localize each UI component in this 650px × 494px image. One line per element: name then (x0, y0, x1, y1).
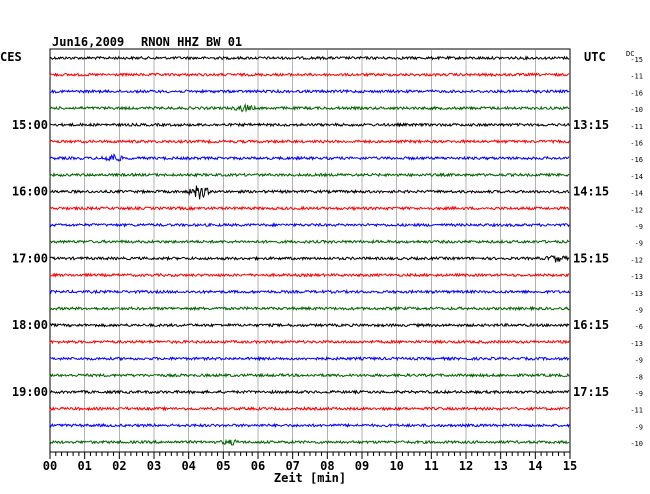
left-time-label: 17:00 (12, 251, 48, 265)
right-time-label: 17:15 (573, 385, 609, 399)
trace-20 (49, 389, 570, 395)
right-zone-label: UTC (584, 50, 606, 64)
dc-offset-label: -9 (635, 307, 643, 315)
dc-offset-label: -9 (635, 240, 643, 248)
trace-5 (49, 138, 570, 145)
x-tick-label: 04 (181, 459, 195, 473)
trace-10 (49, 222, 570, 228)
time-labels: 15:00 16:00 17:00 18:00 19:00 13:15 14:15 15:15… (12, 118, 609, 399)
right-time-label: 15:15 (573, 251, 609, 265)
dc-offset-label: -10 (630, 106, 643, 114)
trace-15 (49, 305, 570, 312)
dc-offset-label: -12 (630, 206, 643, 214)
trace-9 (49, 205, 570, 212)
dc-offset-label: -9 (635, 390, 643, 398)
dc-offset-label: -14 (630, 190, 643, 198)
x-tick-label: 03 (147, 459, 161, 473)
x-tick-label: 14 (528, 459, 542, 473)
trace-11 (49, 238, 570, 245)
trace-6 (49, 152, 570, 162)
dc-offset-label: -16 (630, 89, 643, 97)
trace-18 (49, 355, 570, 362)
left-time-label: 16:00 (12, 185, 48, 199)
left-zone-label: CES (0, 50, 22, 64)
trace-1 (49, 72, 570, 78)
x-axis-title: Zeit [min] (274, 471, 346, 485)
x-tick-label: 10 (389, 459, 403, 473)
x-tick-label: 07 (285, 459, 299, 473)
dc-offset-label: -11 (630, 123, 643, 131)
trace-17 (49, 339, 570, 345)
x-tick-label: 06 (251, 459, 265, 473)
dc-offset-label: -15 (630, 56, 643, 64)
trace-22 (49, 422, 570, 429)
dc-offset-label: -13 (630, 340, 643, 348)
dc-offset-label: -16 (630, 156, 643, 164)
x-tick-label: 08 (320, 459, 334, 473)
dc-offset-label: -9 (635, 423, 643, 431)
dc-offset-label: -9 (635, 223, 643, 231)
trace-23 (49, 438, 570, 446)
dc-offset-label: -13 (630, 273, 643, 281)
trace-21 (49, 405, 570, 412)
left-time-label: 18:00 (12, 318, 48, 332)
trace-16 (49, 322, 570, 328)
trace-4 (49, 122, 570, 128)
dc-offset-labels: -15 -11 -16 -10 -11 -16 -16 -14 -14 -12 -9 -9 -12 -13… (630, 56, 643, 448)
dc-offset-label: -10 (630, 440, 643, 448)
trace-19 (49, 372, 570, 379)
x-tick-label: 09 (355, 459, 369, 473)
dc-offset-label: -12 (630, 256, 643, 264)
header-date: Jun16,2009 (52, 35, 124, 49)
x-tick-label: 02 (112, 459, 126, 473)
dc-offset-label: -11 (630, 407, 643, 415)
dc-offset-label: -11 (630, 73, 643, 81)
trace-2 (49, 88, 570, 95)
trace-8 (49, 185, 570, 200)
x-tick-label: 13 (493, 459, 507, 473)
x-tick-label: 05 (216, 459, 230, 473)
dc-offset-label: -14 (630, 173, 643, 181)
right-time-label: 16:15 (573, 318, 609, 332)
dc-header-label: DC (626, 50, 634, 58)
right-time-label: 14:15 (573, 185, 609, 199)
trace-13 (49, 272, 570, 278)
trace-14 (49, 288, 570, 295)
header-station: RNON HHZ BW 01 (141, 35, 242, 49)
left-time-label: 19:00 (12, 385, 48, 399)
dc-offset-label: -8 (635, 373, 643, 381)
trace-0 (49, 55, 570, 61)
x-tick-label: 11 (424, 459, 438, 473)
dc-offset-label: -6 (635, 323, 643, 331)
trace-12 (49, 255, 570, 263)
dc-offset-label: -13 (630, 290, 643, 298)
dc-offset-label: -16 (630, 140, 643, 148)
trace-7 (49, 172, 570, 178)
x-tick-label: 00 (43, 459, 57, 473)
right-time-label: 13:15 (573, 118, 609, 132)
x-tick-label: 15 (563, 459, 577, 473)
minute-gridlines (84, 49, 536, 452)
left-time-label: 15:00 (12, 118, 48, 132)
x-tick-label: 01 (77, 459, 91, 473)
trace-3 (49, 102, 570, 113)
dc-offset-label: -9 (635, 357, 643, 365)
x-axis-ticks: 00 01 02 03 04 05 06 07 08 09 10 11 12 13 14 15 (43, 451, 577, 473)
x-tick-label: 12 (459, 459, 473, 473)
seismic-traces (49, 55, 570, 446)
